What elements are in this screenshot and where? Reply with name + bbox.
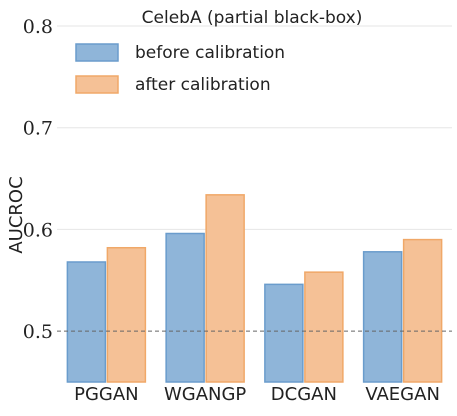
legend-swatch — [75, 75, 119, 94]
bar-pggan-before — [66, 261, 107, 383]
axes: 0.5 0.6 0.7 0.8 PGGAN WGANGP DCGAN VAEGAN — [23, 16, 440, 405]
y-tick-label: 0.5 — [23, 321, 53, 343]
x-tick-label: DCGAN — [271, 384, 337, 405]
legend: before calibration after calibration — [75, 43, 285, 95]
bar-dcgan-after — [304, 271, 344, 383]
y-tick-label: 0.8 — [23, 16, 53, 38]
x-tick-label: WGANGP — [164, 384, 246, 405]
bar-wgangp-after — [205, 194, 245, 383]
legend-label: before calibration — [135, 43, 285, 63]
legend-label: after calibration — [135, 75, 271, 95]
y-tick-label: 0.7 — [23, 118, 53, 140]
x-tick-label: PGGAN — [74, 384, 139, 405]
gridlines — [57, 25, 452, 230]
bar-pggan-after — [106, 246, 147, 383]
bar-vaegan-before — [362, 251, 403, 383]
x-tick-label: VAEGAN — [365, 384, 440, 405]
y-tick-label: 0.6 — [23, 219, 53, 241]
bar-vaegan-after — [402, 238, 443, 383]
chart-title: CelebA (partial black-box) — [142, 8, 363, 28]
legend-swatch — [75, 43, 119, 62]
y-axis-title: AUCROC — [6, 176, 27, 253]
bars — [66, 194, 443, 383]
bar-dcgan-before — [264, 283, 304, 383]
bar-wgangp-before — [165, 232, 205, 383]
